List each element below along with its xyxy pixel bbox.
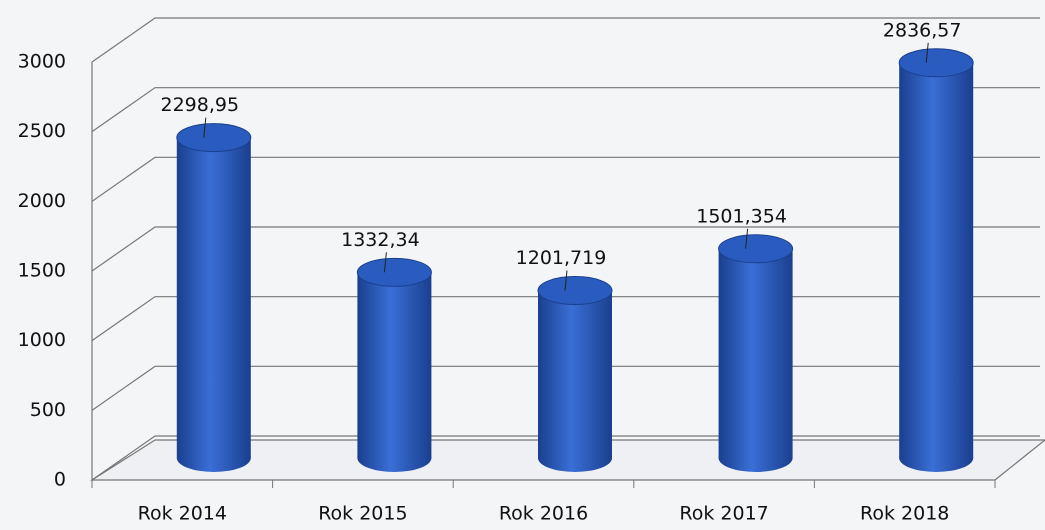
label-leader (383, 252, 387, 273)
bar (176, 137, 251, 458)
data-label: 1201,719 (516, 247, 607, 269)
grid-line (91, 156, 1040, 202)
x-tick-label: Rok 2015 (318, 503, 407, 525)
grid-line (91, 226, 1040, 272)
cylinder-top (898, 48, 974, 78)
data-label: 2836,57 (883, 19, 962, 41)
y-tick-label: 2500 (18, 120, 66, 142)
y-tick-label: 1500 (18, 260, 66, 282)
bar (899, 62, 974, 459)
data-label: 1501,354 (696, 205, 787, 227)
data-label: 1332,34 (341, 229, 420, 251)
y-tick-label: 0 (54, 469, 66, 491)
data-label: 2298,95 (161, 94, 240, 116)
x-tick-label: Rok 2014 (138, 503, 227, 525)
grid-line (91, 87, 1040, 133)
cylinder-top (537, 276, 613, 306)
label-leader (564, 270, 568, 291)
cylinder-top (356, 257, 432, 287)
bar (718, 248, 793, 458)
y-tick-label: 3000 (18, 51, 66, 73)
y-tick-label: 500 (30, 399, 66, 421)
label-leader (745, 228, 749, 249)
y-tick-label: 2000 (18, 190, 66, 212)
y-tick-label: 1000 (18, 329, 66, 351)
bar (538, 290, 612, 458)
bar (357, 272, 432, 458)
label-leader (925, 42, 929, 63)
cylinder-top (176, 123, 252, 153)
grid-line (91, 17, 1040, 63)
x-tick-label: Rok 2017 (679, 503, 768, 525)
x-tick-label: Rok 2018 (860, 503, 949, 525)
label-leader (203, 117, 207, 138)
x-tick-label: Rok 2016 (499, 503, 588, 525)
cylinder-top (718, 234, 794, 264)
